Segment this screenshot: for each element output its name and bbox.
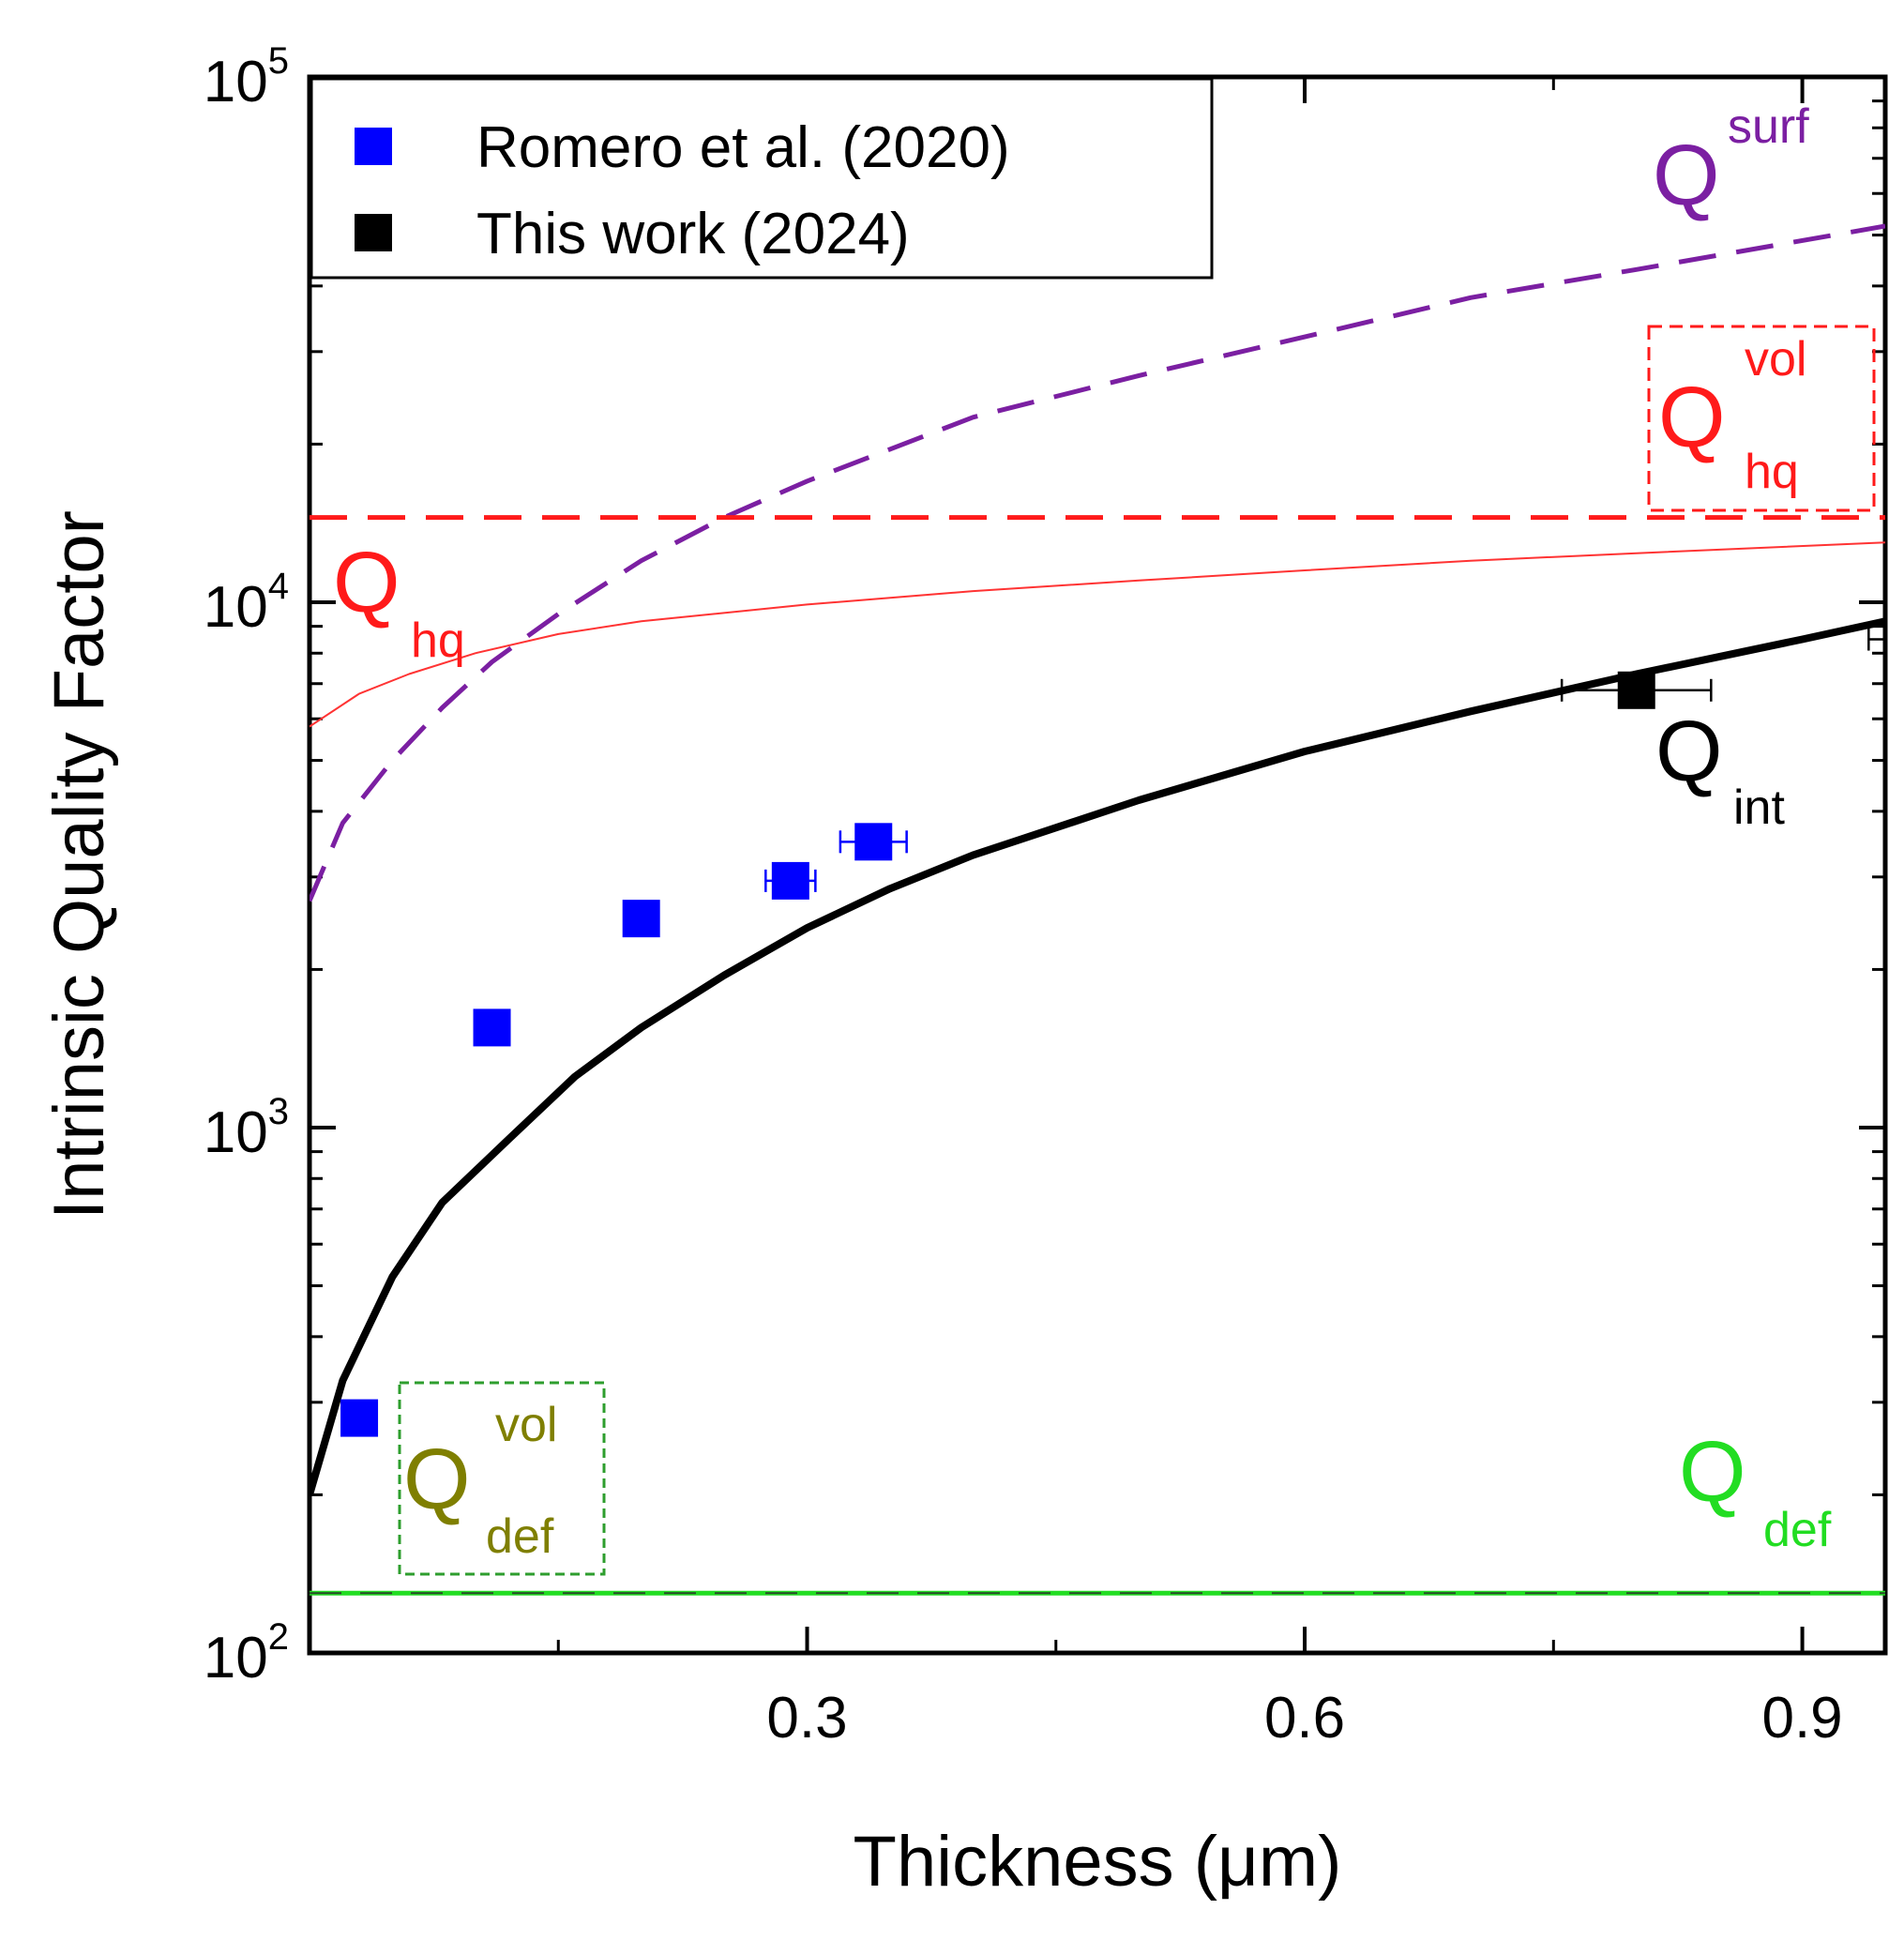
annotation-q-surf: Q surf <box>1653 99 1809 223</box>
annotation-q-def: Q def <box>1679 1424 1832 1557</box>
data-point-this-work <box>1617 671 1655 709</box>
x-tick-label: 0.3 <box>766 1686 847 1751</box>
annotation-q-hq-vol: Q vol hq <box>1647 325 1876 512</box>
curve-q-surf <box>310 223 1885 902</box>
plot-frame <box>307 74 1888 1656</box>
legend-label-romero: Romero et al. (2020) <box>476 115 1010 180</box>
y-axis-title: Intrinsic Quality Factor <box>39 510 119 1220</box>
x-axis-title: Thickness (μm) <box>854 1822 1342 1902</box>
y-tick-label: 103 <box>204 1091 289 1165</box>
q-int-main: Q <box>1655 704 1723 799</box>
legend-marker-romero <box>355 128 392 165</box>
curve-q-int <box>310 617 1885 1496</box>
legend-marker-this-work <box>355 214 392 251</box>
q-def-sub: def <box>1763 1503 1832 1557</box>
legend-box <box>310 77 1214 280</box>
q-def-vol-sub: def <box>486 1509 554 1564</box>
data-point-romero <box>622 900 660 938</box>
y-tick-labels: 102 103 104 105 <box>204 40 289 1690</box>
q-hq-vol-sub: hq <box>1745 445 1799 499</box>
data-point-romero <box>340 1399 379 1437</box>
x-tick-labels: 0.3 0.6 0.9 <box>766 1686 1842 1751</box>
legend: Romero et al. (2020) This work (2024) <box>310 77 1214 280</box>
annotation-q-hq: Q hq <box>333 535 465 668</box>
q-def-vol-box <box>398 1381 606 1576</box>
y-tick-label: 105 <box>204 40 289 114</box>
data-point-romero <box>771 861 809 900</box>
q-hq-sub: hq <box>411 614 465 668</box>
annotation-q-def-vol: Q vol def <box>398 1381 606 1576</box>
data-point-romero <box>854 823 893 861</box>
data-point-romero <box>473 1008 511 1047</box>
q-surf-sup: surf <box>1728 99 1809 154</box>
q-hq-vol-sup: vol <box>1745 332 1806 386</box>
q-def-main: Q <box>1679 1424 1746 1520</box>
q-surf-main: Q <box>1653 128 1720 223</box>
q-def-vol-sup: vol <box>495 1398 557 1452</box>
x-tick-label: 0.6 <box>1264 1686 1345 1751</box>
q-int-sub: int <box>1733 781 1785 835</box>
x-tick-label: 0.9 <box>1761 1686 1842 1751</box>
curve-q-hq <box>310 541 1885 728</box>
data-points <box>340 628 1885 1437</box>
q-hq-vol-main: Q <box>1658 370 1726 465</box>
y-tick-label: 102 <box>204 1616 289 1690</box>
y-tick-label: 104 <box>204 566 289 640</box>
model-curves <box>310 223 1885 1596</box>
q-def-vol-main: Q <box>403 1432 471 1527</box>
annotation-q-int: Q int <box>1655 704 1785 835</box>
legend-label-this-work: This work (2024) <box>476 202 910 266</box>
q-hq-vol-box <box>1647 325 1876 512</box>
q-hq-main: Q <box>333 535 400 630</box>
axis-ticks <box>310 75 1885 1655</box>
